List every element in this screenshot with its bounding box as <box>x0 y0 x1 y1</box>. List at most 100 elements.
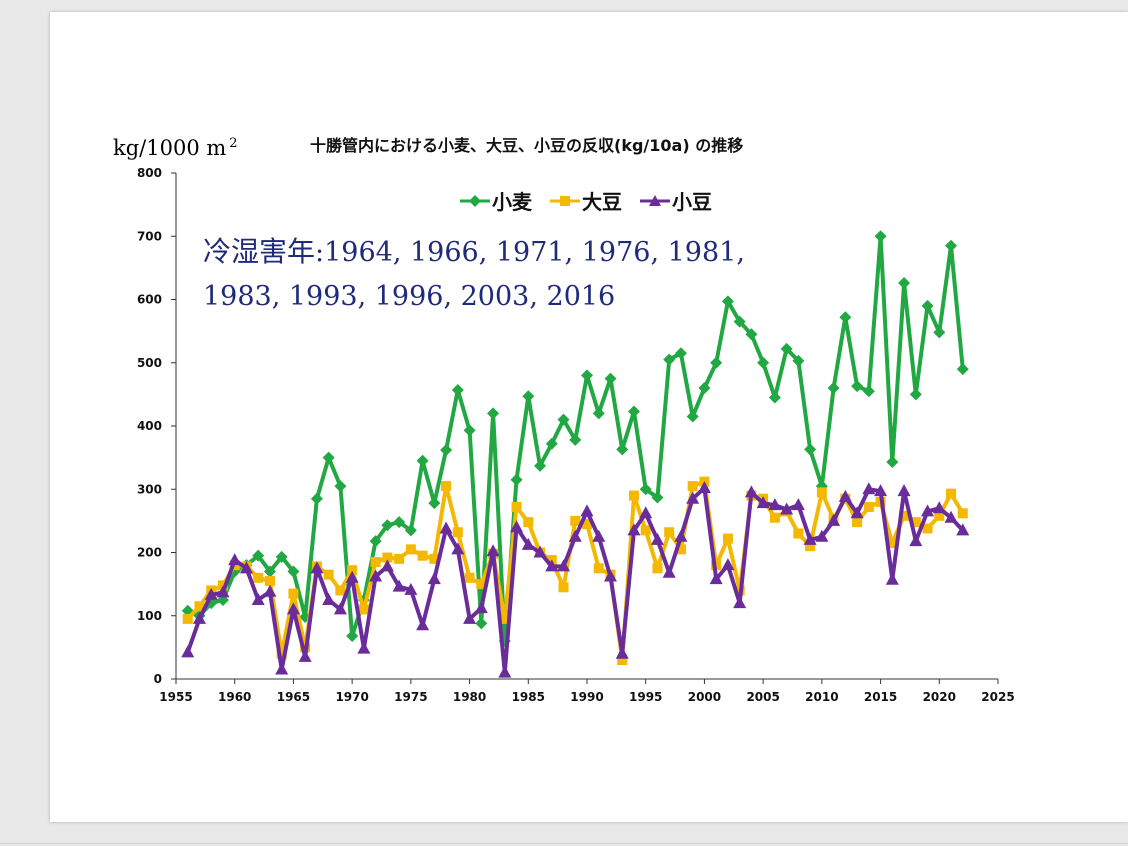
data-point-soybean <box>323 569 334 580</box>
data-point-adzuki <box>756 496 770 509</box>
data-point-wheat <box>263 565 276 578</box>
data-point-soybean <box>628 490 639 501</box>
data-point-wheat <box>627 405 640 418</box>
data-point-adzuki <box>874 484 888 497</box>
data-point-soybean <box>288 588 299 599</box>
legend-marker-wheat <box>460 194 490 207</box>
chart-legend: 小麦 大豆 小豆 <box>460 186 712 215</box>
data-point-soybean <box>499 613 510 624</box>
data-point-adzuki <box>380 559 394 572</box>
data-point-soybean <box>652 563 663 574</box>
data-point-adzuki <box>850 506 864 519</box>
data-point-wheat <box>440 444 453 457</box>
data-point-adzuki <box>521 537 535 550</box>
data-point-adzuki <box>674 529 688 542</box>
data-point-adzuki <box>239 561 253 574</box>
data-point-wheat <box>851 380 864 393</box>
data-point-adzuki <box>275 662 289 675</box>
data-point-adzuki <box>627 523 641 536</box>
data-point-soybean <box>910 517 921 528</box>
data-point-adzuki <box>333 602 347 615</box>
data-point-soybean <box>570 515 581 526</box>
y-tick-label: 400 <box>137 419 162 433</box>
bottom-divider <box>0 843 1128 844</box>
data-point-adzuki <box>580 504 594 517</box>
data-point-wheat <box>639 483 652 496</box>
y-tick-label: 800 <box>137 166 162 180</box>
data-point-soybean <box>394 553 405 564</box>
data-point-wheat <box>651 491 664 504</box>
data-point-wheat <box>451 383 464 396</box>
data-point-adzuki <box>439 521 453 534</box>
data-point-adzuki <box>204 587 218 600</box>
data-point-adzuki <box>780 502 794 515</box>
data-point-wheat <box>510 473 523 486</box>
legend-label-adzuki: 小豆 <box>672 190 712 214</box>
data-point-soybean <box>382 552 393 563</box>
data-point-soybean <box>664 527 675 538</box>
data-point-soybean <box>793 528 804 539</box>
data-point-adzuki <box>510 520 524 533</box>
chart-title: 十勝管内における小麦、大豆、小豆の反収(kg/10a) の推移 <box>310 136 744 155</box>
data-point-wheat <box>569 433 582 446</box>
data-point-wheat <box>487 407 500 420</box>
data-point-soybean <box>253 572 264 583</box>
data-point-soybean <box>370 556 381 567</box>
data-point-adzuki <box>932 501 946 514</box>
data-point-adzuki <box>909 534 923 547</box>
data-point-wheat <box>933 326 946 339</box>
series-line-adzuki <box>185 486 965 675</box>
y-tick-label: 200 <box>137 546 162 560</box>
data-point-adzuki <box>216 585 230 598</box>
y-tick-label: 0 <box>154 672 162 686</box>
data-point-adzuki <box>803 532 817 545</box>
data-point-adzuki <box>192 611 206 624</box>
legend-marker-soybean <box>550 195 580 206</box>
data-point-wheat <box>545 437 558 450</box>
data-point-wheat <box>710 356 723 369</box>
data-point-wheat <box>604 372 617 385</box>
data-point-wheat <box>534 459 547 472</box>
x-tick-label: 1985 <box>512 690 545 704</box>
data-point-soybean <box>476 579 487 590</box>
data-point-adzuki <box>862 482 876 495</box>
data-point-adzuki <box>357 641 371 654</box>
data-point-adzuki <box>615 646 629 659</box>
data-point-adzuki <box>557 559 571 572</box>
data-point-adzuki <box>310 561 324 574</box>
data-point-wheat <box>616 443 629 456</box>
data-point-wheat <box>804 443 817 456</box>
legend-item-soybean: 大豆 <box>550 186 622 215</box>
data-point-adzuki <box>686 491 700 504</box>
data-point-adzuki <box>228 553 242 566</box>
data-point-adzuki <box>545 559 559 572</box>
data-point-adzuki <box>404 582 418 595</box>
data-point-soybean <box>264 575 275 586</box>
data-point-wheat <box>275 550 288 563</box>
slide-canvas <box>50 12 1128 822</box>
data-point-adzuki <box>662 565 676 578</box>
x-tick-label: 2025 <box>981 690 1014 704</box>
data-point-wheat <box>921 299 934 312</box>
data-point-soybean <box>687 481 698 492</box>
x-tick-label: 2005 <box>746 690 779 704</box>
data-point-adzuki <box>451 542 465 555</box>
data-point-soybean <box>347 565 358 576</box>
data-point-wheat <box>369 535 382 548</box>
data-point-soybean <box>852 517 863 528</box>
data-point-wheat <box>592 407 605 420</box>
data-point-wheat <box>557 413 570 426</box>
cold-damage-annotation: 冷湿害年:1964, 1966, 1971, 1976, 1981, 1983,… <box>203 230 763 319</box>
data-point-wheat <box>757 356 770 369</box>
data-point-wheat <box>334 480 347 493</box>
x-tick-label: 1970 <box>335 690 368 704</box>
series-line-soybean <box>186 479 965 662</box>
data-point-soybean <box>887 538 898 549</box>
data-point-soybean <box>769 512 780 523</box>
chart-series <box>181 230 970 678</box>
data-point-adzuki <box>498 665 512 678</box>
data-point-wheat <box>945 239 958 252</box>
data-point-adzuki <box>486 544 500 557</box>
data-point-wheat <box>721 295 734 308</box>
